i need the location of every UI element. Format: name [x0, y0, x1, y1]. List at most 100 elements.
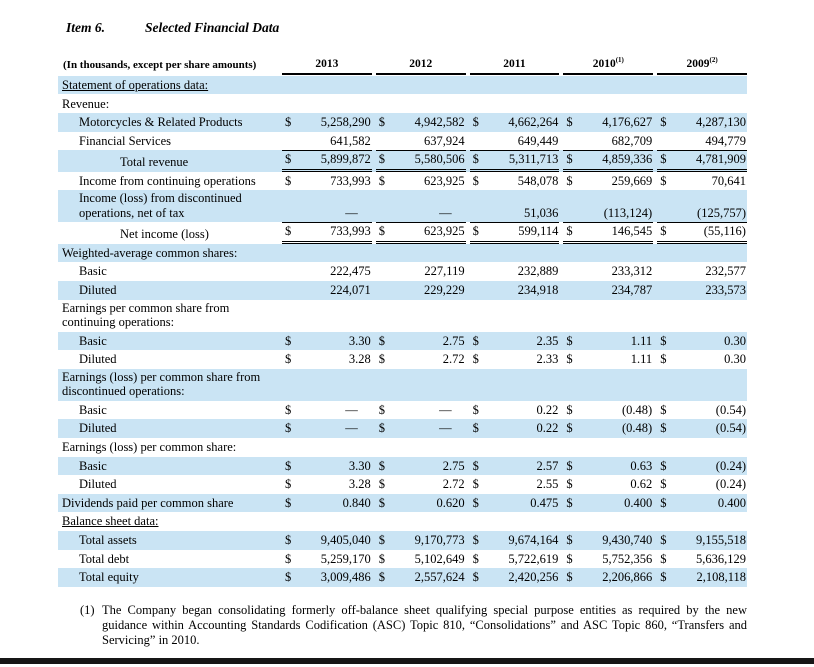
currency-symbol: $: [378, 152, 386, 167]
year-footnote-marker: (1): [615, 56, 624, 64]
amount-cell: $2.55: [466, 475, 560, 494]
currency-symbol: $: [378, 533, 386, 548]
amount-cell: $259,669: [559, 172, 653, 191]
amount-cell: $2.72: [372, 475, 466, 494]
amount-value: 1.11: [630, 333, 653, 348]
table-row: Basic $3.30 $2.75 $2.35 $1.11 $0.30: [58, 331, 747, 351]
year-header: 2012: [372, 56, 466, 75]
amount-value: 2,108,118: [696, 570, 746, 585]
amount-cell: $3.30: [278, 457, 372, 476]
amount-cell: $0.62: [559, 475, 653, 494]
row-label: Total equity: [79, 570, 139, 585]
row-label: Earnings (loss) per common share from di…: [62, 369, 261, 399]
amount-cell: —: [372, 190, 466, 222]
amount-cell: $0.400: [653, 494, 747, 513]
amount-cell: $4,781,909: [653, 150, 747, 172]
row-label: Total assets: [79, 533, 137, 548]
amount-value: 0.62: [630, 477, 653, 492]
amount-cell: $9,674,164: [466, 531, 560, 550]
amount-value: 4,781,909: [695, 152, 746, 167]
amount-value: 3.28: [348, 352, 371, 367]
amount-value: 1.11: [630, 352, 653, 367]
amount-cell: 641,582: [278, 132, 372, 151]
amount-cell: 51,036: [466, 190, 560, 222]
amount-cell: $5,636,129: [653, 550, 747, 569]
amount-cell: $0.30: [653, 332, 747, 351]
row-label: Total revenue: [120, 155, 189, 170]
amount-cell: $5,102,649: [372, 550, 466, 569]
currency-symbol: $: [378, 352, 386, 367]
amount-cell: $5,899,872: [278, 150, 372, 172]
row-cells: $3.28 $2.72 $2.55 $0.62 $ (0.24): [278, 475, 747, 494]
currency-symbol: $: [378, 115, 386, 130]
year-header: 2013: [278, 56, 372, 75]
amount-cell: $0.30: [653, 350, 747, 369]
currency-symbol: $: [660, 402, 667, 417]
amount-value: 0.475: [530, 495, 559, 510]
amount-value: 649,449: [517, 133, 559, 148]
amount-cell: $0.22: [466, 419, 560, 438]
currency-symbol: $: [566, 421, 573, 436]
table-row: Earnings (loss) per common share from di…: [58, 368, 747, 401]
currency-symbol: $: [566, 495, 573, 510]
row-label: Total debt: [79, 551, 130, 566]
amount-cell: 494,779: [653, 132, 747, 151]
amount-value: 146,545: [611, 224, 653, 239]
amount-value: (0.48): [621, 402, 653, 417]
year-header: 2011: [466, 56, 560, 75]
amount-value: 9,430,740: [602, 533, 653, 548]
row-cells: $ — $ — $0.22 $ (0.48) $ (0.54): [278, 401, 747, 420]
amount-cell: $4,176,627: [559, 113, 653, 132]
amount-value: 227,119: [424, 264, 465, 279]
currency-symbol: $: [566, 458, 573, 473]
amount-value: (0.24): [715, 477, 746, 492]
currency-symbol: $: [660, 224, 667, 239]
table-row: Basic 222,475 227,119 232,889 233,312 232,57…: [58, 262, 747, 281]
year-label: 2011: [503, 57, 526, 70]
currency-symbol: $: [285, 224, 292, 239]
table-header: (In thousands, except per share amounts)…: [58, 56, 747, 75]
amount-value: 3.30: [348, 458, 371, 473]
currency-symbol: $: [285, 152, 292, 167]
amount-value: 9,405,040: [320, 533, 371, 548]
amount-cell: 234,918: [466, 281, 560, 300]
currency-symbol: $: [566, 352, 573, 367]
amount-cell: $599,114: [466, 222, 560, 244]
currency-symbol: $: [472, 421, 479, 436]
row-cells: [278, 512, 747, 531]
amount-cell: $733,993: [278, 222, 372, 244]
table-row: Income (loss) from discontinued operatio…: [58, 190, 747, 223]
amount-cell: $2.75: [372, 332, 466, 351]
currency-symbol: $: [566, 224, 573, 239]
amount-cell: $3,009,486: [278, 568, 372, 587]
currency-symbol: $: [285, 333, 292, 348]
row-label: Revenue:: [62, 96, 110, 111]
table-row: Income from continuing operations $733,9…: [58, 172, 747, 191]
amount-cell: 682,709: [559, 132, 653, 151]
amount-value: 4,859,336: [602, 152, 653, 167]
currency-symbol: $: [378, 224, 386, 239]
amount-cell: $623,925: [372, 222, 466, 244]
amount-value: (55,116): [703, 224, 746, 239]
amount-cell: $5,258,290: [278, 113, 372, 132]
amount-cell: $0.475: [466, 494, 560, 513]
amount-value: 733,993: [330, 173, 371, 188]
year-headers: 2013 2012 2011 2010(1) 2009(2): [278, 56, 747, 75]
amount-cell: $2.72: [372, 350, 466, 369]
currency-symbol: $: [472, 402, 479, 417]
currency-symbol: $: [660, 533, 667, 548]
amount-cell: $9,430,740: [559, 531, 653, 550]
table-row: Total equity $3,009,486 $2,557,624 $2,420,…: [58, 568, 747, 587]
currency-symbol: $: [472, 173, 479, 188]
currency-symbol: $: [378, 333, 386, 348]
table-row: Basic $3.30 $2.75 $2.57 $0.63 $ (0.24): [58, 456, 747, 476]
amount-value: 0.22: [536, 402, 559, 417]
amount-value: 233,312: [611, 264, 653, 279]
amount-cell: $9,405,040: [278, 531, 372, 550]
currency-symbol: $: [660, 352, 667, 367]
amount-cell: $4,942,582: [372, 113, 466, 132]
row-label: Income from continuing operations: [79, 173, 256, 188]
amount-value: 2.55: [536, 477, 559, 492]
row-cells: $0.840 $0.620 $0.475 $0.400 $0.400: [278, 494, 747, 513]
amount-value: 9,674,164: [508, 533, 559, 548]
